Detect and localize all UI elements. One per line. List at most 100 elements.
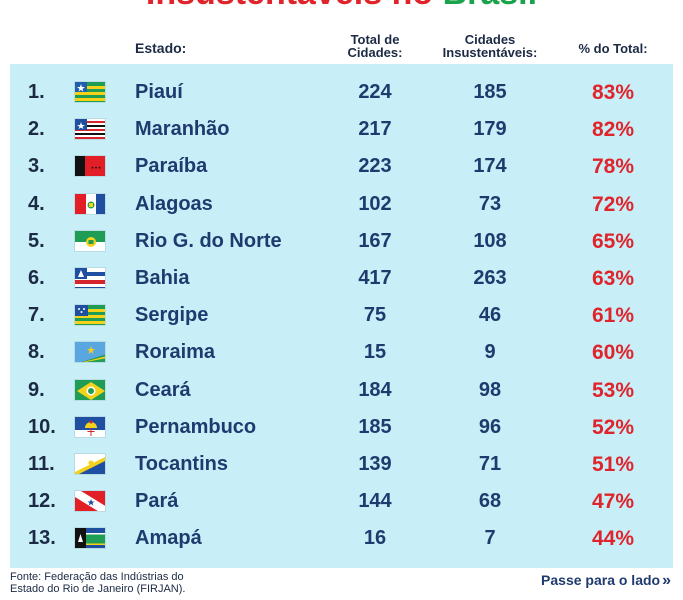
amapa-flag-icon [74,527,106,550]
row-state-name: Maranhão [135,118,230,141]
piaui-flag-icon [74,81,106,103]
row-percent: 83% [591,81,635,104]
row-rank: 10. [28,415,56,438]
row-state-name: Amapá [135,527,202,550]
row-percent: 47% [591,490,635,514]
row-rank: 2. [28,118,45,141]
table-row: 3. ••• Paraíba 223 174 78% [10,148,673,185]
table-row: 6. Bahia 417 263 63% [10,260,673,297]
header-total-cidades: Total de Cidades: [335,33,415,59]
row-total-cities: 16 [363,527,387,550]
header-cidades-insustentaveis: Cidades Insustentáveis: [430,33,550,59]
row-unsustainable-cities: 9 [484,341,496,364]
row-state-name: Ceará [135,378,191,401]
row-unsustainable-cities: 179 [473,118,507,141]
row-percent: 44% [591,527,635,551]
sergipe-flag-icon [74,304,106,327]
row-state-name: Sergipe [135,304,209,327]
row-state-name: Pernambuco [135,415,257,438]
row-rank: 4. [28,192,45,215]
row-percent: 65% [591,229,635,253]
roraima-flag-icon [74,341,106,364]
row-state-name: Paraíba [135,155,208,178]
row-percent: 78% [591,155,635,179]
table-row: 7. Sergipe 75 46 61% [10,297,673,334]
table-panel [10,64,673,568]
double-chevron-right-icon: » [662,572,671,589]
row-rank: 6. [28,267,45,289]
title-part-3: Brasil [443,0,538,12]
header-total-line2: Cidades: [347,45,403,60]
row-percent: 53% [591,378,635,402]
alagoas-flag-icon [74,192,106,215]
paraiba-flag-icon: ••• [74,155,106,178]
row-unsustainable-cities: 68 [478,490,502,513]
row-unsustainable-cities: 98 [478,378,502,401]
table-row: 5. Rio G. do Norte 167 108 65% [10,223,673,260]
row-percent: 82% [591,118,635,142]
row-percent: 60% [591,341,635,365]
row-percent: 51% [591,453,635,476]
row-rank: 12. [28,490,56,513]
rio-grande-do-norte-flag-icon [74,229,106,252]
row-state-name: Roraima [135,341,216,364]
row-unsustainable-cities: 263 [473,267,507,289]
row-percent: 52% [591,415,635,439]
row-total-cities: 75 [363,304,387,327]
row-unsustainable-cities: 185 [473,81,507,103]
page-title: Insustentáveis no Brasil [0,0,683,10]
table-row: 8. Roraima 15 9 60% [10,334,673,371]
row-total-cities: 15 [363,341,387,364]
row-unsustainable-cities: 46 [478,304,502,327]
tocantins-flag-icon [74,453,106,475]
header-total-line1: Total de [350,32,400,47]
source-note: Fonte: Federação das Indústrias do Estad… [10,571,270,595]
row-rank: 3. [28,155,45,178]
row-rank: 8. [28,341,45,364]
header-percent: % do Total: [578,41,648,56]
next-page-link[interactable]: Passe para o lado» [541,572,671,590]
source-line-1: Fonte: Federação das Indústrias do [10,571,184,583]
row-total-cities: 217 [358,118,392,141]
row-total-cities: 102 [358,192,392,215]
table-header: Estado: Total de Cidades: Cidades Insust… [0,30,683,64]
row-state-name: Bahia [135,267,190,289]
row-unsustainable-cities: 71 [478,453,502,475]
row-rank: 7. [28,304,45,327]
svg-text:•••: ••• [91,165,102,172]
table-row: 9. Ceará 184 98 53% [10,372,673,409]
header-cid-line1: Cidades [464,32,516,47]
table-row: 4. Alagoas 102 73 72% [10,186,673,223]
row-total-cities: 417 [358,267,392,289]
row-state-name: Rio G. do Norte [135,229,282,252]
table-row: 13. Amapá 16 7 44% [10,520,673,557]
row-total-cities: 223 [358,155,392,178]
row-percent: 72% [591,192,635,216]
table-row: 10. Pernambuco 185 96 52% [10,409,673,446]
header-estado: Estado: [135,40,187,56]
next-label: Passe para o lado [541,572,661,588]
para-flag-icon [74,490,106,513]
row-rank: 11. [28,453,55,475]
row-total-cities: 184 [358,378,392,401]
row-total-cities: 224 [358,81,392,103]
source-line-2: Estado do Rio de Janeiro (FIRJAN). [10,583,186,595]
header-cid-line2: Insustentáveis: [442,45,538,60]
row-state-name: Alagoas [135,192,213,215]
pernambuco-flag-icon [74,415,106,438]
row-unsustainable-cities: 174 [473,155,507,178]
bahia-flag-icon [74,267,106,289]
row-unsustainable-cities: 96 [478,415,502,438]
row-rank: 9. [28,378,45,401]
row-percent: 63% [591,267,635,290]
row-rank: 1. [28,81,45,103]
ceara-flag-icon [74,378,106,401]
table-row: 2. Maranhão 217 179 82% [10,111,673,148]
row-total-cities: 167 [358,229,392,252]
row-unsustainable-cities: 73 [478,192,502,215]
title-part-2: no [382,0,442,12]
row-total-cities: 185 [358,415,392,438]
table-row: 11. Tocantins 139 71 51% [10,446,673,483]
row-total-cities: 139 [358,453,392,475]
row-unsustainable-cities: 108 [473,229,507,252]
